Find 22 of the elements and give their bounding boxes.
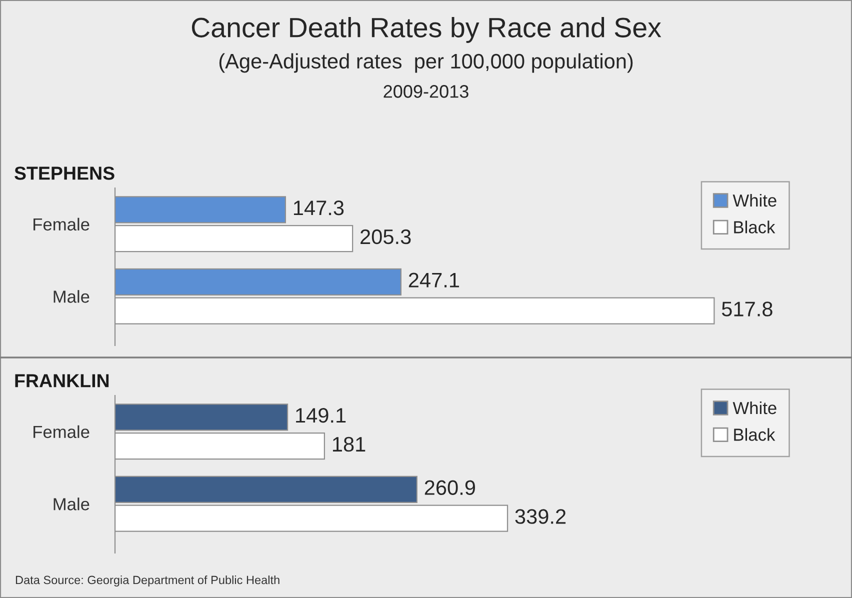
data-label: 339.2 [515, 509, 566, 524]
data-label: 149.1 [296, 408, 346, 423]
y-tick-label: Male [54, 498, 90, 510]
legend-label: Black [734, 220, 776, 234]
source-note: Data Source: Georgia Department of Public Health [16, 575, 280, 587]
y-tick-label: Male [54, 290, 90, 303]
legend-label: White [732, 194, 776, 207]
text: Cancer Death Rates by Race and Sex [192, 17, 662, 43]
data-label: 205.3 [360, 229, 411, 244]
data-label: 181 [332, 436, 366, 452]
y-tick-label: Female [34, 218, 90, 231]
data-label: 517.8 [722, 302, 772, 316]
legend-label: White [732, 401, 776, 414]
data-label: 247.1 [408, 272, 459, 288]
data-label: 260.9 [424, 480, 475, 496]
y-tick-label: Female [34, 425, 90, 438]
data-label: 147.3 [294, 200, 344, 216]
text: (Age-Adjusted rates per 100,000 population) [219, 53, 633, 73]
legend-label: Black [734, 428, 776, 441]
chart-title: STEPHENS [14, 166, 114, 180]
text: 2009-2013 [384, 85, 468, 98]
chart-title: FRANKLIN [15, 374, 109, 388]
